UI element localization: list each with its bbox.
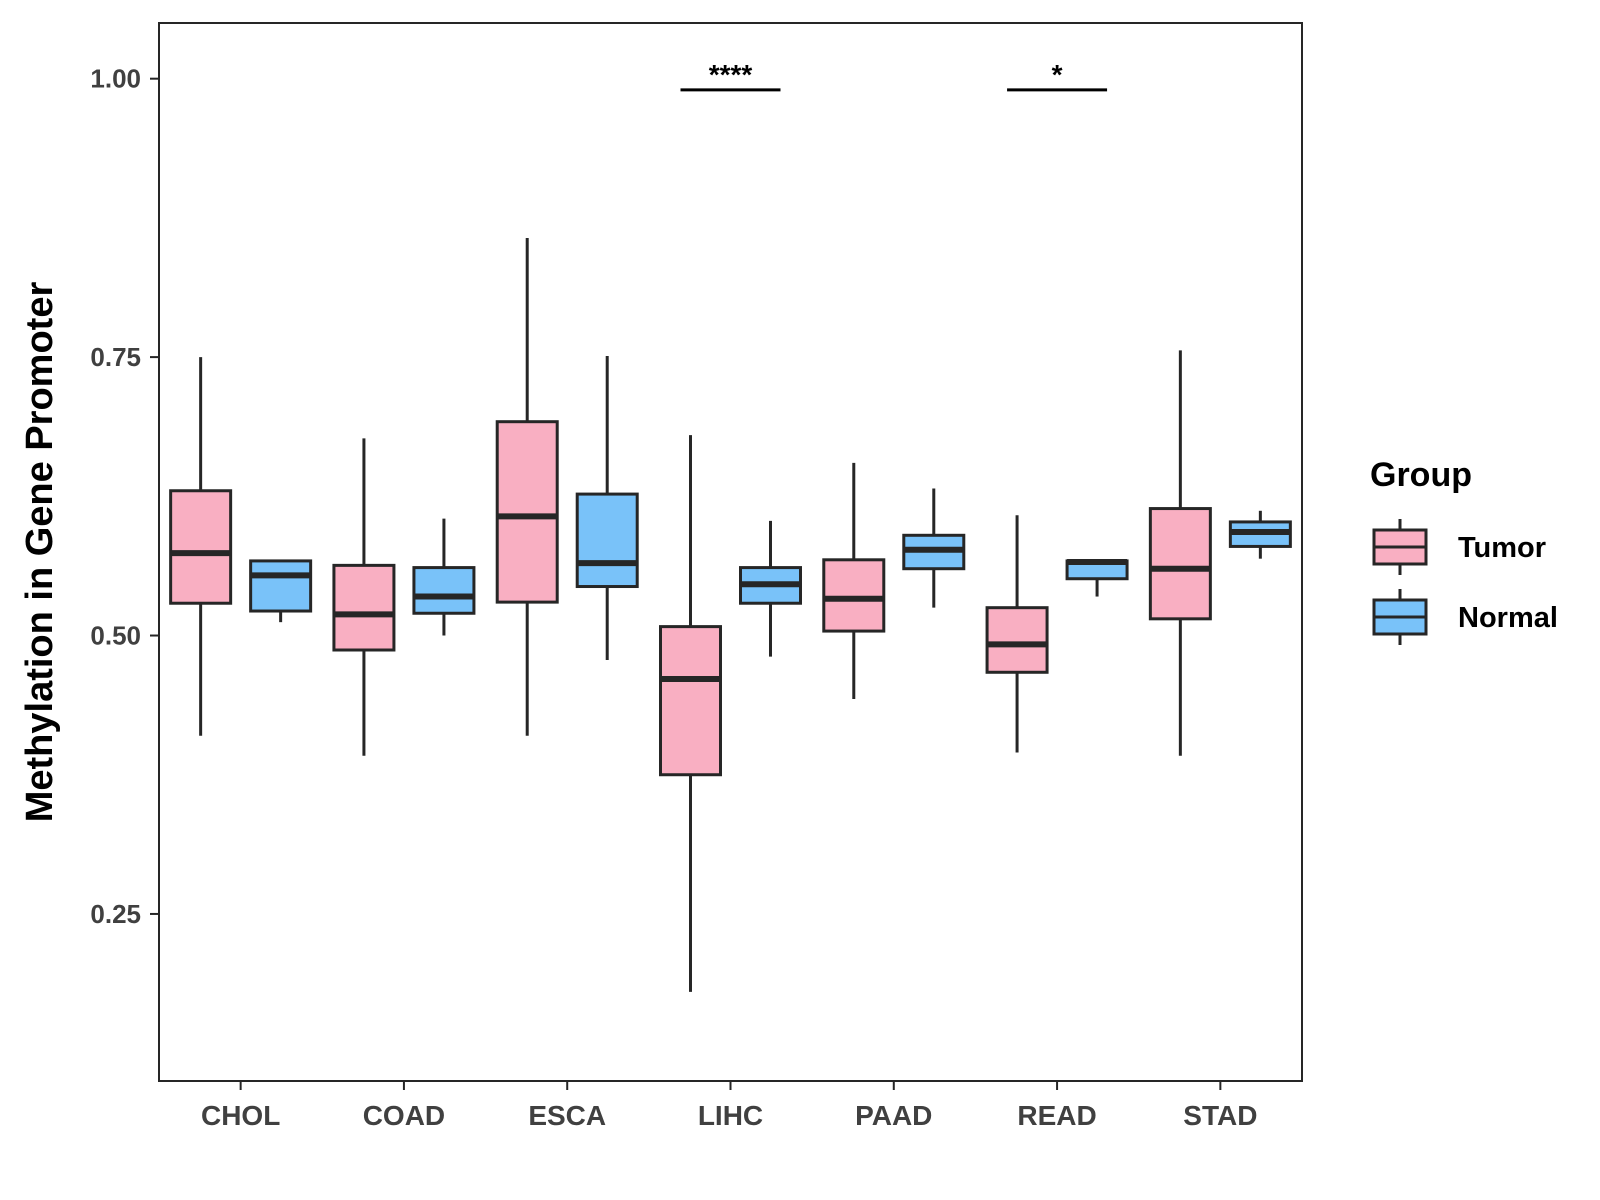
significance-label: **** (709, 59, 753, 90)
y-tick-label: 1.00 (90, 64, 141, 94)
box-normal-paad (902, 488, 966, 608)
x-tick-label: STAD (1183, 1100, 1257, 1131)
x-axis: CHOL COAD ESCA LIHC PAAD READ STAD (201, 1081, 1257, 1131)
box (495, 420, 559, 604)
legend-entry-normal: Normal (1372, 589, 1558, 645)
box (412, 566, 476, 615)
box (822, 558, 886, 633)
boxplot-boxes (169, 237, 1292, 992)
box (1148, 507, 1212, 621)
box-normal-coad (412, 518, 476, 636)
panel-border (158, 22, 1303, 1082)
box-tumor-lihc (659, 435, 722, 992)
y-axis-title: Methylation in Gene Promoter (19, 282, 61, 823)
x-tick-label: READ (1017, 1100, 1096, 1131)
box (985, 606, 1049, 674)
x-tick-label: ESCA (528, 1100, 606, 1131)
box-tumor-esca (495, 237, 559, 736)
y-tick-label: 0.75 (90, 342, 141, 372)
box-normal-esca (575, 355, 639, 661)
box (332, 563, 396, 652)
legend-title: Group (1370, 456, 1472, 494)
box (575, 492, 639, 589)
x-tick-label: COAD (363, 1100, 445, 1131)
x-tick-label: PAAD (855, 1100, 932, 1131)
legend: Group Tumor Normal (1370, 456, 1558, 645)
box-normal-chol (249, 559, 313, 623)
y-axis: 0.25 0.50 0.75 1.00 (90, 64, 159, 929)
significance-label: * (1052, 59, 1063, 90)
box-normal-stad (1228, 510, 1292, 559)
y-tick-label: 0.25 (90, 899, 141, 929)
y-tick-label: 0.50 (90, 621, 141, 651)
x-tick-label: CHOL (201, 1100, 280, 1131)
box-normal-lihc (739, 520, 802, 657)
legend-label: Tumor (1458, 532, 1546, 564)
box (169, 489, 233, 605)
box-tumor-chol (169, 357, 233, 736)
significance-annotations: **** * (680, 59, 1108, 92)
box (659, 625, 722, 777)
legend-label: Normal (1458, 602, 1558, 634)
x-tick-label: LIHC (698, 1100, 763, 1131)
box-normal-read (1065, 559, 1129, 597)
box (249, 559, 313, 613)
box-tumor-paad (822, 462, 886, 700)
legend-entry-tumor: Tumor (1372, 519, 1546, 575)
box-tumor-coad (332, 438, 396, 756)
box-tumor-stad (1148, 350, 1212, 756)
box-tumor-read (985, 515, 1049, 753)
